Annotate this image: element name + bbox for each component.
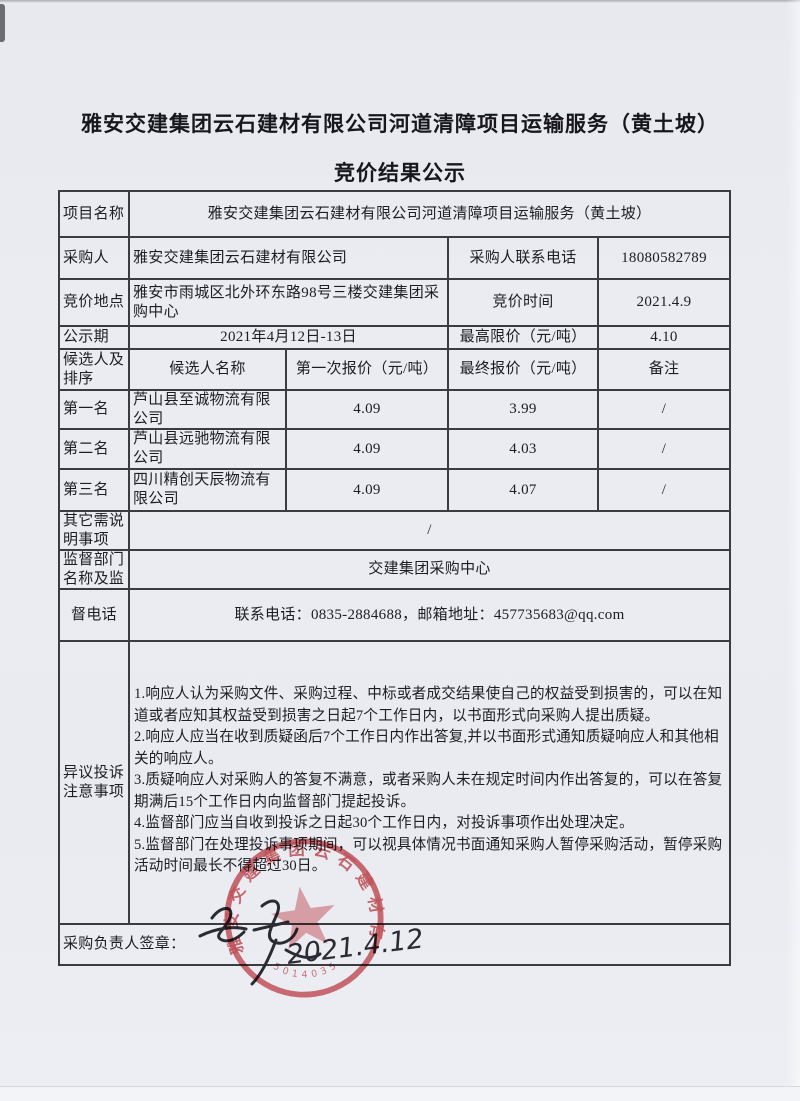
remark-header: 备注 — [599, 350, 731, 391]
candidate-1-name: 芦山县至诚物流有限公司 — [130, 391, 287, 430]
rank-1-label: 第一名 — [60, 391, 130, 430]
other-notes-value: / — [130, 512, 731, 551]
candidate-3-remark: / — [599, 470, 731, 512]
document-subtitle: 竞价结果公示 — [334, 161, 466, 185]
supervision-dept-value: 交建集团采购中心 — [130, 551, 731, 590]
seal-code-text: 5014035 — [270, 952, 343, 985]
candidate-2-final-bid: 4.03 — [449, 430, 599, 470]
signature-stroke — [260, 899, 299, 945]
publicity-period-value: 2021年4月12日-13日 — [130, 327, 449, 350]
final-bid-header: 最终报价（元/吨） — [449, 350, 599, 391]
project-name-label: 项目名称 — [60, 192, 130, 238]
candidate-3-first-bid: 4.09 — [287, 470, 449, 512]
purchaser-label: 采购人 — [60, 238, 130, 280]
project-name-value: 雅安交建集团云石建材有限公司河道清障项目运输服务（黄土坡） — [130, 192, 731, 238]
purchaser-phone-value: 18080582789 — [599, 238, 731, 280]
document-title: 雅安交建集团云石建材有限公司河道清障项目运输服务（黄土坡） — [81, 112, 719, 136]
purchaser-phone-label: 采购人联系电话 — [449, 238, 599, 280]
rank-2-label: 第二名 — [60, 430, 130, 470]
bid-result-table: 项目名称 雅安交建集团云石建材有限公司河道清障项目运输服务（黄土坡） 采购人 雅… — [58, 190, 731, 966]
objection-cell: 1.响应人认为采购文件、采购过程、中标或者成交结果使自己的权益受到损害的，可以在… — [130, 642, 731, 925]
scan-corner-mark — [0, 4, 5, 42]
objection-text: 1.响应人认为采购文件、采购过程、中标或者成交结果使自己的权益受到损害的，可以在… — [130, 642, 729, 878]
candidate-1-first-bid: 4.09 — [287, 391, 449, 430]
scan-top-edge — [0, 0, 800, 3]
supervision-label-bottom: 督电话 — [60, 590, 130, 642]
publicity-period-label: 公示期 — [60, 327, 130, 350]
supervision-contact-value: 联系电话：0835-2884688，邮箱地址：457735683@qq.com — [130, 590, 731, 642]
candidate-1-remark: / — [599, 391, 731, 430]
first-bid-header: 第一次报价（元/吨） — [287, 350, 449, 391]
scan-bottom-edge — [0, 1086, 800, 1101]
candidate-name-header: 候选人名称 — [130, 350, 287, 391]
objection-item: 5.监督部门在处理投诉事项期间，可以视具体情况书面通知采购人暂停采购活动，暂停采… — [134, 836, 723, 875]
bid-time-label: 竞价时间 — [449, 280, 599, 327]
max-price-value: 4.10 — [599, 327, 731, 350]
objection-item: 2.响应人应当在收到质疑函后7个工作日内作出答复,并以书面形式通知质疑响应人和其… — [134, 729, 719, 767]
max-price-label: 最高限价（元/吨） — [449, 327, 599, 350]
signature-stroke — [198, 926, 248, 938]
purchaser-value: 雅安交建集团云石建材有限公司 — [130, 238, 449, 280]
other-notes-label: 其它需说明事项 — [60, 512, 130, 551]
objection-item: 1.响应人认为采购文件、采购过程、中标或者成交结果使自己的权益受到损害的，可以在… — [134, 686, 723, 724]
signature-stroke — [252, 920, 290, 932]
candidate-2-remark: / — [599, 430, 731, 470]
candidate-3-name: 四川精创天辰物流有限公司 — [130, 470, 287, 512]
objection-item: 3.质疑响应人对采购人的答复不满意，或者采购人未在规定时间内作出答复的，可以在答… — [134, 772, 723, 810]
supervision-label-top: 监督部门名称及监 — [60, 551, 130, 590]
candidate-2-first-bid: 4.09 — [287, 430, 449, 470]
signature-stroke — [250, 938, 278, 986]
rank-column-label: 候选人及排序 — [60, 350, 130, 391]
bid-location-label: 竞价地点 — [60, 280, 130, 327]
scan-right-edge — [786, 0, 800, 1101]
signature-stroke — [284, 948, 322, 959]
bid-location-value: 雅安市雨城区北外环东路98号三楼交建集团采购中心 — [130, 280, 449, 327]
seal-ring — [224, 838, 384, 998]
handwritten-signature: 2021.4.12 — [198, 899, 425, 986]
objection-item: 4.监督部门应当自收到投诉之日起30个工作日内，对投诉事项作出处理决定。 — [134, 815, 634, 831]
candidate-2-name: 芦山县远驰物流有限公司 — [130, 430, 287, 470]
signature-row-label: 采购负责人签章： — [60, 925, 731, 966]
bid-time-value: 2021.4.9 — [599, 280, 731, 327]
seal-star — [271, 886, 335, 950]
rank-3-label: 第三名 — [60, 470, 130, 512]
company-seal-stamp: 雅安交建集团云石建材有限公司 5014035 — [209, 823, 392, 998]
candidate-1-final-bid: 3.99 — [449, 391, 599, 430]
candidate-3-final-bid: 4.07 — [449, 470, 599, 512]
objection-label: 异议投诉注意事项 — [60, 642, 130, 925]
